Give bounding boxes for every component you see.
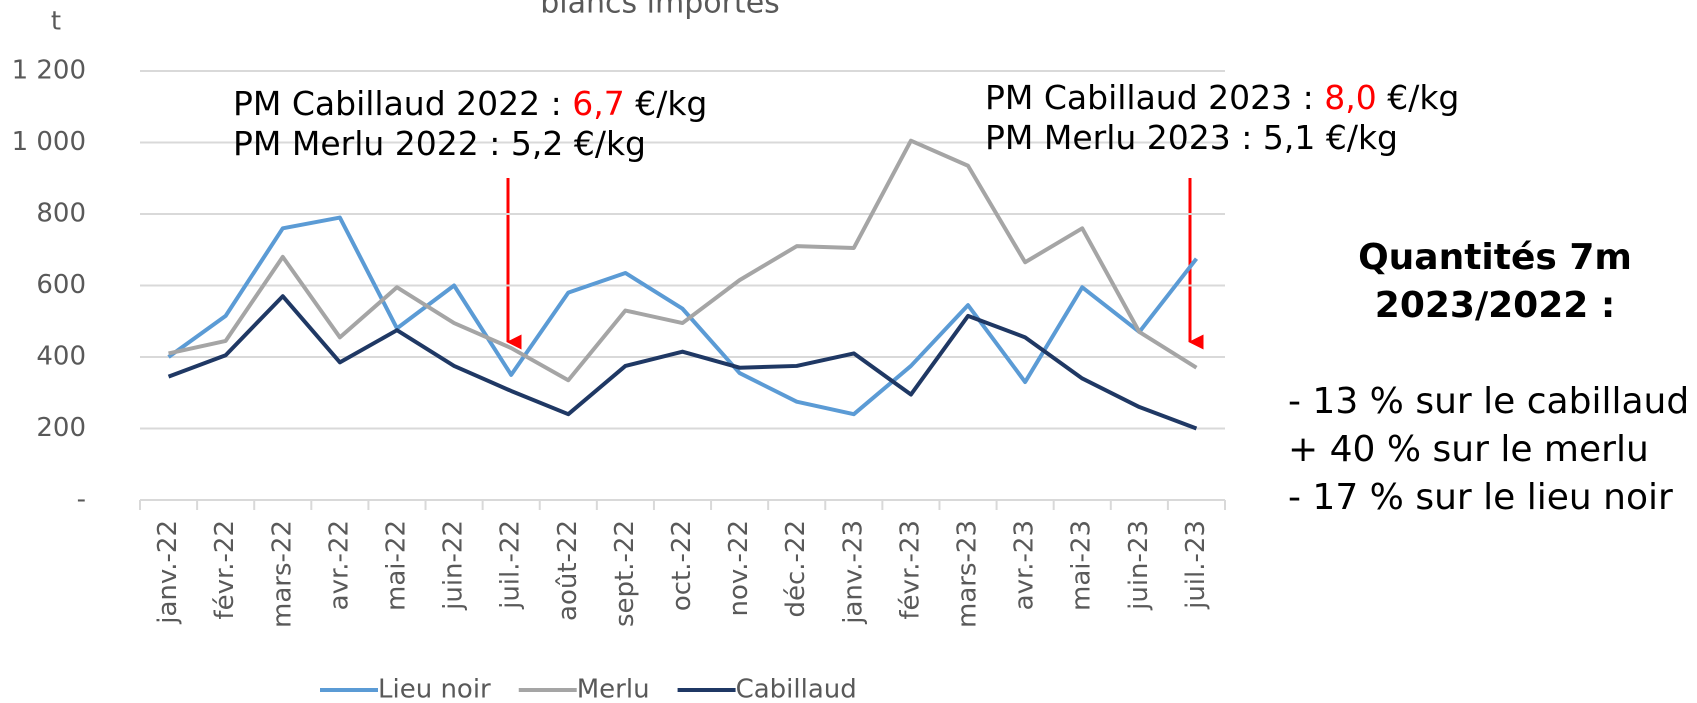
summary-line: - 13 % sur le cabillaud bbox=[1288, 381, 1690, 422]
x-tick-label: avr.-23 bbox=[1010, 520, 1040, 610]
annotation: PM Merlu 2022 : 5,2 €/kg bbox=[233, 124, 646, 163]
summary-line: - 17 % sur le lieu noir bbox=[1288, 477, 1673, 518]
x-tick-label: juin-22 bbox=[439, 520, 469, 611]
x-tick-label: janv.-23 bbox=[838, 520, 868, 625]
summary-title: 2023/2022 : bbox=[1374, 285, 1616, 326]
x-tick-label: mai-23 bbox=[1067, 520, 1097, 611]
y-tick-label: 1 200 bbox=[12, 56, 86, 86]
series-line bbox=[167, 215, 1199, 417]
x-tick-label: août-22 bbox=[553, 520, 583, 621]
y-tick-label: - bbox=[77, 485, 86, 515]
x-tick-label: oct.-22 bbox=[667, 520, 697, 611]
y-axis-label: t bbox=[51, 7, 61, 37]
x-tick-label: nov.-22 bbox=[724, 520, 754, 616]
legend-label: Cabillaud bbox=[736, 675, 857, 703]
x-tick-label: déc.-22 bbox=[781, 520, 811, 618]
summary-title: Quantités 7m bbox=[1358, 237, 1632, 278]
chart-title: blancs importés bbox=[540, 0, 780, 21]
y-tick-label: 1 000 bbox=[12, 127, 86, 157]
y-tick-label: 200 bbox=[36, 413, 86, 443]
x-tick-label: avr.-22 bbox=[324, 520, 354, 610]
series-line bbox=[168, 138, 1198, 383]
x-tick-label: mars-22 bbox=[267, 520, 297, 628]
y-tick-label: 800 bbox=[36, 199, 86, 229]
annotation: PM Cabillaud 2022 : 6,7 €/kg bbox=[233, 84, 708, 123]
y-tick-label: 600 bbox=[36, 270, 86, 300]
legend-label: Merlu bbox=[577, 675, 650, 703]
x-tick-label: sept.-22 bbox=[610, 520, 640, 627]
x-tick-label: juil.-23 bbox=[1181, 520, 1211, 610]
x-tick-label: mars-23 bbox=[953, 520, 983, 628]
annotation: PM Merlu 2023 : 5,1 €/kg bbox=[985, 118, 1398, 157]
x-tick-label: mai-22 bbox=[381, 520, 411, 611]
summary-line: + 40 % sur le merlu bbox=[1288, 429, 1649, 470]
x-tick-label: juil.-22 bbox=[496, 520, 526, 610]
x-tick-label: févr.-22 bbox=[210, 520, 240, 620]
series-line bbox=[167, 294, 1198, 431]
legend-label: Lieu noir bbox=[378, 675, 491, 703]
y-tick-label: 400 bbox=[36, 342, 86, 372]
annotation: PM Cabillaud 2023 : 8,0 €/kg bbox=[985, 78, 1460, 117]
x-tick-label: févr.-23 bbox=[895, 520, 925, 620]
x-tick-label: juin-23 bbox=[1124, 520, 1154, 611]
x-tick-label: janv.-22 bbox=[153, 520, 183, 625]
